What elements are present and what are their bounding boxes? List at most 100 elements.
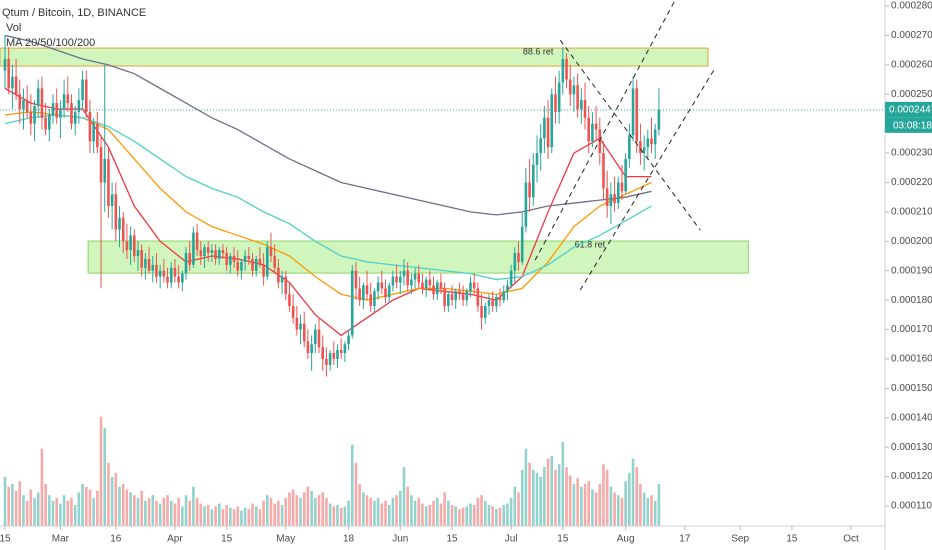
candle-body <box>443 288 446 307</box>
candle-body <box>387 285 391 298</box>
volume-bar <box>424 506 428 526</box>
candle-body <box>3 58 7 71</box>
candle-body <box>273 256 276 268</box>
candle-body <box>44 117 47 130</box>
volume-bar <box>195 497 199 526</box>
volume-bar <box>3 476 7 526</box>
candle-body <box>181 273 184 283</box>
chart-title: Qtum / Bitcoin, 1D, BINANCE <box>2 7 146 19</box>
candle-body <box>339 350 343 354</box>
candle-body <box>491 300 494 307</box>
volume-bar <box>461 507 465 526</box>
volume-bar <box>96 490 99 526</box>
x-tick-label: 15 <box>557 534 569 545</box>
volume-bar <box>203 506 206 526</box>
candle-body <box>472 282 476 289</box>
candle-body <box>317 329 321 348</box>
candle-body <box>458 291 461 295</box>
x-tick-label: 16 <box>110 534 122 545</box>
volume-bar <box>406 486 409 526</box>
candle-body <box>424 279 428 289</box>
candle-body <box>469 282 472 292</box>
last-price-label: 0.0002447 <box>889 104 932 115</box>
candle-body <box>347 335 350 345</box>
ma-line <box>4 114 652 281</box>
volume-bar <box>576 478 579 526</box>
candle-body <box>398 276 402 283</box>
countdown-label: 03:08:18 <box>893 120 932 131</box>
volume-bar <box>395 495 398 526</box>
candle-body <box>328 353 332 365</box>
volume-bar <box>369 497 373 526</box>
volume-bar <box>84 486 88 526</box>
candle-body <box>650 138 653 145</box>
x-tick-label: 15 <box>0 534 11 545</box>
candle-body <box>561 58 565 83</box>
candle-body <box>136 250 140 257</box>
volume-bar <box>284 497 288 526</box>
volume-bar <box>543 467 546 526</box>
volume-bar <box>616 495 620 526</box>
candle-body <box>48 114 51 130</box>
volume-bar <box>421 503 424 526</box>
candle-body <box>310 344 313 354</box>
volume-bar <box>144 500 147 526</box>
candle-body <box>635 88 639 142</box>
volume-bar <box>236 506 240 526</box>
volume-bar <box>70 497 73 526</box>
volume-bar <box>531 469 535 526</box>
candle-body <box>206 247 210 254</box>
candle-body <box>509 270 513 286</box>
volume-bar <box>240 510 243 526</box>
candle-body <box>11 76 14 89</box>
volume-bar <box>7 486 10 526</box>
volume-bar <box>624 481 627 526</box>
volume-bar <box>550 455 554 526</box>
candle-body <box>229 256 232 265</box>
candle-body <box>332 353 336 359</box>
candle-body <box>302 323 306 342</box>
candle-body <box>531 164 535 198</box>
candle-body <box>132 235 136 257</box>
volume-bar <box>77 492 81 526</box>
volume-bar <box>55 497 59 526</box>
candle-body <box>70 103 73 124</box>
candle-body <box>107 158 110 207</box>
trendline <box>534 0 676 261</box>
volume-bar <box>628 472 631 526</box>
legend-ma: MA 20/50/100/200 <box>6 37 95 49</box>
candle-body <box>288 294 291 307</box>
volume-bar <box>291 489 295 526</box>
volume-bar <box>177 497 180 526</box>
volume-bar <box>48 495 51 526</box>
volume-bar <box>325 497 328 526</box>
candle-body <box>520 226 524 262</box>
volume-bar <box>166 495 169 526</box>
volume-bar <box>302 492 306 526</box>
volume-bar <box>354 462 358 526</box>
candle-body <box>103 158 107 183</box>
volume-bar <box>121 483 125 526</box>
volume-bar <box>410 495 413 526</box>
volume-bar <box>417 497 421 526</box>
candle-body <box>465 291 469 301</box>
volume-bar <box>295 495 299 526</box>
candle-body <box>580 100 583 109</box>
candle-body <box>140 250 143 268</box>
candle-body <box>232 256 236 262</box>
ma-line <box>4 87 652 337</box>
volume-bar <box>591 489 594 526</box>
candle-body <box>110 194 114 207</box>
candle-body <box>240 261 243 271</box>
candle-body <box>25 100 29 112</box>
candle-body <box>568 79 572 95</box>
volume-bar <box>472 504 476 526</box>
candle-body <box>236 261 240 271</box>
candle-body <box>36 88 40 107</box>
candle-body <box>59 108 62 118</box>
volume-bar <box>11 483 14 526</box>
